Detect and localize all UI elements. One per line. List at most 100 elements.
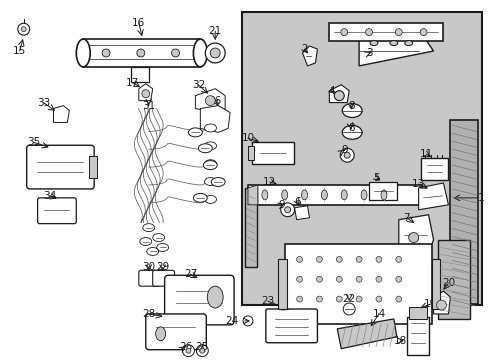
Ellipse shape <box>369 41 377 46</box>
FancyBboxPatch shape <box>265 309 317 343</box>
Text: 34: 34 <box>43 191 56 201</box>
Ellipse shape <box>142 224 154 231</box>
Polygon shape <box>294 206 309 220</box>
Circle shape <box>210 48 220 58</box>
Circle shape <box>408 233 418 243</box>
Ellipse shape <box>281 190 287 200</box>
Circle shape <box>355 296 361 302</box>
Circle shape <box>316 296 322 302</box>
Ellipse shape <box>380 190 386 200</box>
Ellipse shape <box>262 190 267 200</box>
Text: 13: 13 <box>411 179 425 189</box>
Circle shape <box>336 276 342 282</box>
Ellipse shape <box>204 195 216 203</box>
Circle shape <box>340 29 347 36</box>
Text: 24: 24 <box>224 316 238 326</box>
Polygon shape <box>53 105 69 122</box>
Ellipse shape <box>146 247 158 255</box>
Ellipse shape <box>207 286 223 308</box>
Circle shape <box>196 345 208 357</box>
Ellipse shape <box>198 144 212 153</box>
Bar <box>406 317 427 355</box>
Circle shape <box>296 296 302 302</box>
Circle shape <box>336 296 342 302</box>
Text: 31: 31 <box>142 100 155 111</box>
Ellipse shape <box>155 327 165 341</box>
Bar <box>408 307 426 319</box>
Circle shape <box>355 256 361 262</box>
Ellipse shape <box>152 234 164 242</box>
FancyBboxPatch shape <box>164 275 234 325</box>
Circle shape <box>205 96 215 105</box>
Bar <box>277 260 286 309</box>
Circle shape <box>336 256 342 262</box>
Text: 9: 9 <box>278 200 285 210</box>
Circle shape <box>395 296 401 302</box>
Ellipse shape <box>203 161 217 170</box>
Text: 6: 6 <box>294 197 300 207</box>
Polygon shape <box>302 46 317 66</box>
Ellipse shape <box>342 104 361 117</box>
Circle shape <box>395 256 401 262</box>
FancyBboxPatch shape <box>38 198 76 224</box>
Circle shape <box>284 207 290 213</box>
Text: 18: 18 <box>393 336 407 346</box>
Bar <box>247 185 421 205</box>
Text: 19: 19 <box>423 299 436 309</box>
Text: 1: 1 <box>477 193 484 203</box>
Circle shape <box>343 303 354 315</box>
Circle shape <box>340 148 353 162</box>
Text: 22: 22 <box>342 294 355 304</box>
Circle shape <box>355 276 361 282</box>
Polygon shape <box>200 105 230 132</box>
Circle shape <box>394 29 402 36</box>
Text: 27: 27 <box>183 269 197 279</box>
Text: 32: 32 <box>191 80 204 90</box>
Circle shape <box>316 256 322 262</box>
Ellipse shape <box>193 193 207 202</box>
Ellipse shape <box>342 125 361 139</box>
Polygon shape <box>247 185 257 205</box>
Text: 12: 12 <box>263 177 276 187</box>
Ellipse shape <box>211 177 224 186</box>
Circle shape <box>102 49 110 57</box>
Text: 8: 8 <box>347 123 354 134</box>
Text: 20: 20 <box>441 278 454 288</box>
Circle shape <box>185 348 190 353</box>
Text: 29: 29 <box>156 262 169 272</box>
Bar <box>431 260 440 309</box>
Ellipse shape <box>341 190 346 200</box>
Circle shape <box>316 276 322 282</box>
Text: 5: 5 <box>373 173 380 183</box>
Text: 7: 7 <box>403 213 409 223</box>
Bar <box>438 239 469 319</box>
Text: 9: 9 <box>340 145 347 155</box>
Text: 30: 30 <box>142 262 155 272</box>
Text: 10: 10 <box>241 133 254 143</box>
Text: 2: 2 <box>301 44 307 54</box>
Polygon shape <box>328 85 348 103</box>
Ellipse shape <box>404 41 412 46</box>
Circle shape <box>21 27 26 32</box>
FancyBboxPatch shape <box>27 145 94 189</box>
Text: 21: 21 <box>208 26 222 36</box>
Polygon shape <box>358 29 433 66</box>
Polygon shape <box>139 84 152 100</box>
Text: 36: 36 <box>208 96 222 105</box>
Text: 23: 23 <box>261 296 274 306</box>
Ellipse shape <box>193 39 207 67</box>
Circle shape <box>200 348 204 353</box>
Polygon shape <box>195 89 224 113</box>
Circle shape <box>182 345 194 357</box>
Circle shape <box>436 300 446 310</box>
Bar <box>83 39 200 67</box>
Ellipse shape <box>301 190 307 200</box>
Ellipse shape <box>140 238 151 246</box>
Circle shape <box>334 91 344 100</box>
Ellipse shape <box>360 190 366 200</box>
Text: 26: 26 <box>179 342 192 352</box>
Ellipse shape <box>389 41 397 46</box>
Circle shape <box>375 276 381 282</box>
Ellipse shape <box>76 39 90 67</box>
Circle shape <box>365 29 372 36</box>
